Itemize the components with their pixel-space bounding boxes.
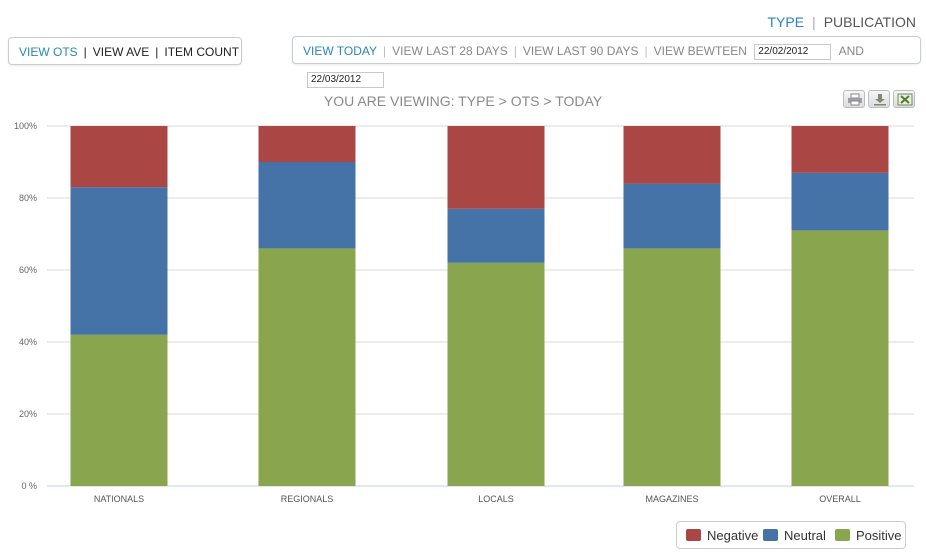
view-ots-button[interactable]: VIEW OTS [19, 45, 78, 59]
download-button[interactable] [868, 90, 890, 108]
metric-selector: VIEW OTS | VIEW AVE | ITEM COUNT [8, 37, 242, 65]
bar-negative-nationals [70, 126, 168, 188]
divider: | [644, 44, 648, 58]
x-tick-label: OVERALL [819, 494, 861, 504]
view-type-tabs: TYPE | PUBLICATION [767, 14, 916, 30]
legend-swatch-neutral [763, 529, 778, 541]
bar-negative-locals [447, 126, 545, 209]
legend-label-negative: Negative [707, 528, 759, 543]
item-count-button[interactable]: ITEM COUNT [164, 45, 240, 59]
view-last-90-days-button[interactable]: VIEW LAST 90 DAYS [522, 44, 639, 58]
download-icon [874, 94, 886, 106]
bar-neutral-regionals [258, 162, 356, 249]
legend-label-positive: Positive [856, 528, 902, 543]
tab-publication[interactable]: PUBLICATION [823, 14, 916, 30]
date-to-field[interactable]: 22/03/2012 [307, 71, 384, 88]
bar-negative-overall [791, 126, 889, 173]
bar-negative-magazines [623, 126, 721, 184]
bar-neutral-magazines [623, 183, 721, 249]
y-tick-label: 40% [19, 337, 37, 347]
tab-type[interactable]: TYPE [767, 14, 805, 30]
divider: | [155, 45, 159, 59]
divider: | [513, 44, 517, 58]
bar-positive-nationals [70, 334, 168, 486]
excel-icon [897, 93, 913, 106]
bar-neutral-overall [791, 172, 889, 231]
legend-item-neutral[interactable]: Neutral [763, 528, 826, 543]
print-icon [848, 93, 862, 106]
bar-neutral-nationals [70, 187, 168, 335]
view-last-28-days-button[interactable]: VIEW LAST 28 DAYS [392, 44, 508, 58]
bar-positive-overall [791, 230, 889, 486]
legend-swatch-positive [835, 529, 850, 541]
legend-item-positive[interactable]: Positive [835, 528, 902, 543]
tab-divider: | [812, 14, 816, 30]
y-tick-label: 60% [19, 265, 37, 275]
view-between-label[interactable]: VIEW BEWTEEN [653, 44, 747, 58]
date-range-selector: VIEW TODAY | VIEW LAST 28 DAYS | VIEW LAST 9… [292, 36, 921, 88]
x-tick-label: REGIONALS [281, 494, 334, 504]
chart-legend: Negative Neutral Positive [676, 521, 906, 549]
x-tick-label: NATIONALS [94, 494, 144, 504]
bar-neutral-locals [447, 208, 545, 263]
viewing-breadcrumb: YOU ARE VIEWING: TYPE > OTS > TODAY [323, 93, 603, 109]
print-button[interactable] [843, 90, 865, 108]
and-label: AND [838, 44, 864, 58]
y-tick-label: 20% [19, 409, 37, 419]
x-tick-label: MAGAZINES [645, 494, 698, 504]
y-tick-label: 80% [19, 193, 37, 203]
bar-positive-magazines [623, 248, 721, 486]
date-from-field[interactable]: 22/02/2012 [754, 43, 832, 60]
divider: | [83, 45, 87, 59]
bar-negative-regionals [258, 126, 356, 162]
legend-item-negative[interactable]: Negative [686, 528, 758, 543]
y-tick-label: 0 % [21, 481, 37, 491]
y-tick-label: 100% [14, 121, 37, 131]
export-excel-button[interactable] [893, 90, 915, 108]
divider: | [383, 44, 387, 58]
bar-positive-regionals [258, 248, 356, 486]
legend-swatch-negative [686, 529, 701, 541]
x-tick-label: LOCALS [478, 494, 514, 504]
view-today-button[interactable]: VIEW TODAY [303, 44, 378, 58]
bar-positive-locals [447, 262, 545, 486]
legend-label-neutral: Neutral [784, 528, 826, 543]
view-ave-button[interactable]: VIEW AVE [92, 45, 150, 59]
